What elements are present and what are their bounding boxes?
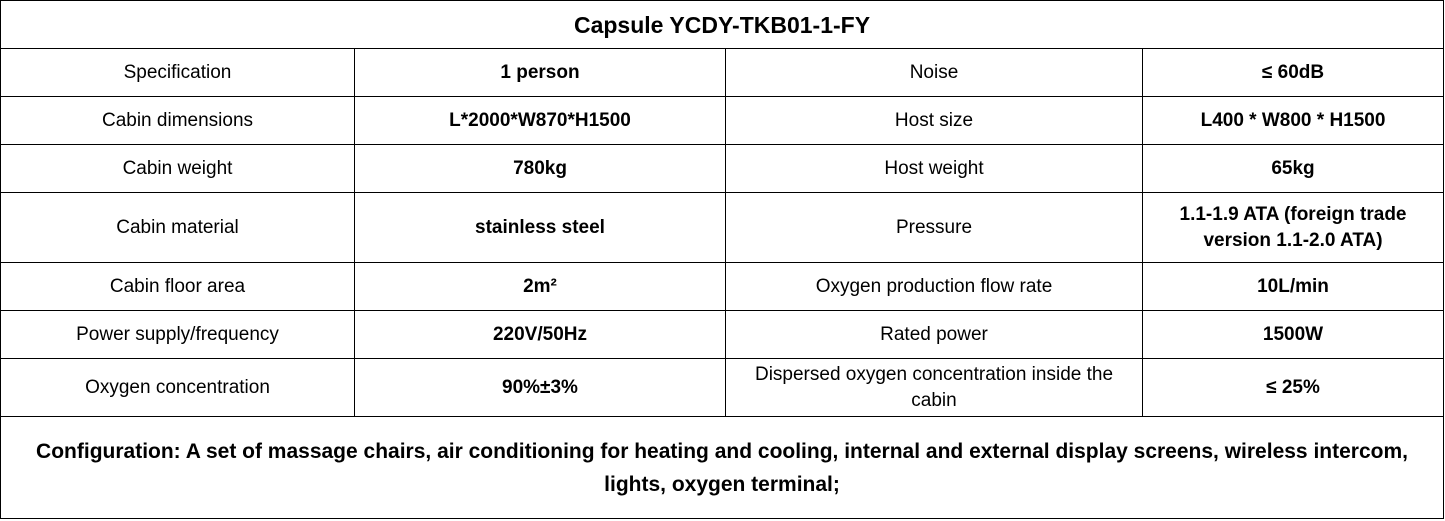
spec-value: 1 person — [354, 48, 726, 97]
table-row: Cabin weight 780kg Host weight 65kg — [0, 144, 1445, 193]
spec-value: 1500W — [1141, 310, 1445, 359]
spec-label: Host size — [725, 96, 1143, 145]
spec-label: Cabin material — [0, 192, 355, 263]
table-row: Cabin dimensions L*2000*W870*H1500 Host si… — [0, 96, 1445, 145]
spec-value: stainless steel — [354, 192, 726, 263]
spec-value: L*2000*W870*H1500 — [354, 96, 726, 145]
spec-label: Noise — [725, 48, 1143, 97]
spec-value: 2m² — [354, 262, 726, 311]
spec-value: 780kg — [354, 144, 726, 193]
table-title: Capsule YCDY-TKB01-1-FY — [0, 0, 1445, 49]
spec-label: Oxygen concentration — [0, 358, 355, 417]
spec-value: ≤ 60dB — [1141, 48, 1445, 97]
spec-label: Rated power — [725, 310, 1143, 359]
configuration-text: Configuration: A set of massage chairs, … — [0, 416, 1445, 519]
table-row: Specification 1 person Noise ≤ 60dB — [0, 48, 1445, 97]
table-row: Oxygen concentration 90%±3% Dispersed oxyg… — [0, 358, 1445, 417]
spec-value: L400 * W800 * H1500 — [1141, 96, 1445, 145]
table-row: Power supply/frequency 220V/50Hz Rated pow… — [0, 310, 1445, 359]
spec-value: 10L/min — [1141, 262, 1445, 311]
spec-label: Power supply/frequency — [0, 310, 355, 359]
spec-value: 65kg — [1141, 144, 1445, 193]
spec-label: Cabin dimensions — [0, 96, 355, 145]
spec-label: Dispersed oxygen concentration inside th… — [725, 358, 1143, 417]
spec-label: Oxygen production flow rate — [725, 262, 1143, 311]
spec-value: ≤ 25% — [1141, 358, 1445, 417]
table-row: Cabin material stainless steel Pressure 1.1… — [0, 192, 1445, 263]
spec-label: Host weight — [725, 144, 1143, 193]
table-row: Cabin floor area 2m² Oxygen production flo… — [0, 262, 1445, 311]
spec-value: 1.1-1.9 ATA (foreign trade version 1.1-2… — [1141, 192, 1445, 263]
spec-value: 90%±3% — [354, 358, 726, 417]
spec-label: Cabin weight — [0, 144, 355, 193]
spec-label: Pressure — [725, 192, 1143, 263]
spec-label: Cabin floor area — [0, 262, 355, 311]
spec-value: 220V/50Hz — [354, 310, 726, 359]
spec-label: Specification — [0, 48, 355, 97]
